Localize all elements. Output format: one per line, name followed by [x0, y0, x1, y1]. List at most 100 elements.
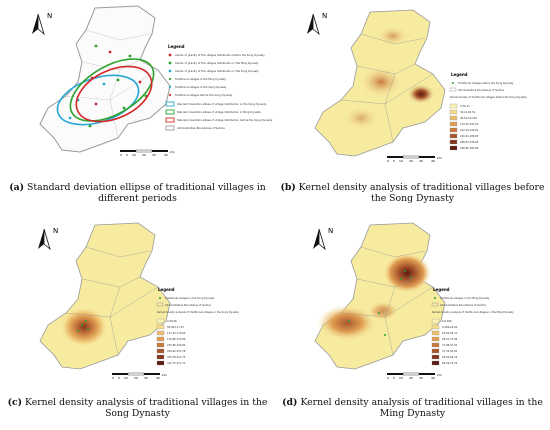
svg-text:km: km: [170, 150, 175, 154]
svg-text:Legend: Legend: [158, 287, 175, 292]
svg-text:Administrative Boundaries of S: Administrative Boundaries of Suzhou: [440, 303, 487, 307]
svg-text:20: 20: [409, 376, 413, 380]
svg-text:0-36.14: 0-36.14: [460, 104, 470, 108]
svg-text:40: 40: [164, 153, 168, 157]
svg-text:47.35-56.82: 47.35-56.82: [442, 349, 458, 353]
svg-text:Standard deviation ellipse of: Standard deviation ellipse of village di…: [177, 118, 273, 122]
caption-a: (a) Standard deviation ellipse of tradit…: [9, 182, 266, 204]
svg-text:117.93-176.89: 117.93-176.89: [167, 331, 186, 335]
legend-c: Legend Traditional villages in the Song …: [156, 287, 240, 366]
svg-text:Kernel density analysis of tra: Kernel density analysis of traditional v…: [157, 310, 240, 314]
svg-text:km: km: [162, 373, 167, 377]
svg-text:Center of gravity of the villa: Center of gravity of the villages distri…: [175, 53, 265, 57]
svg-text:N: N: [328, 227, 333, 235]
svg-text:144.56-192.59: 144.56-192.59: [460, 122, 479, 126]
svg-text:5: 5: [126, 153, 128, 157]
scale-bar: 0 5 10 20 30 40 km: [120, 149, 175, 157]
svg-text:37.88-47.35: 37.88-47.35: [442, 343, 458, 347]
legend-d: Legend Traditional villages in the Ming …: [431, 287, 514, 366]
svg-text:66.29-75.76: 66.29-75.76: [442, 361, 458, 365]
svg-text:Center of gravity of the villa: Center of gravity of the villages distri…: [175, 61, 259, 65]
svg-text:Legend: Legend: [433, 287, 450, 292]
svg-text:40: 40: [431, 159, 435, 163]
svg-text:10: 10: [132, 153, 136, 157]
svg-text:192.59-240.61: 192.59-240.61: [460, 128, 479, 132]
svg-text:336.66-384.68: 336.66-384.68: [460, 146, 479, 150]
svg-text:km: km: [437, 156, 442, 160]
svg-text:0: 0: [112, 376, 114, 380]
svg-text:28.41-37.88: 28.41-37.88: [442, 337, 458, 341]
svg-text:Traditional villages in the So: Traditional villages in the Song Dynasty: [165, 296, 215, 300]
caption-c: (c) Kernel density analysis of tradition…: [7, 397, 268, 419]
svg-text:20: 20: [134, 376, 138, 380]
svg-text:Administrative Boundaries of S: Administrative Boundaries of Suzhou: [165, 303, 212, 307]
svg-text:294.82-353.78: 294.82-353.78: [167, 349, 186, 353]
legend-a: Legend Center of gravity of the villages…: [165, 44, 273, 131]
svg-text:0-9.469: 0-9.469: [442, 319, 452, 323]
north-arrow: N: [38, 227, 58, 251]
svg-text:5: 5: [393, 376, 395, 380]
panel-c: N Legend Traditional villages in the Son…: [0, 215, 275, 430]
svg-text:30: 30: [152, 153, 156, 157]
svg-text:Administrative Boundaries of S: Administrative Boundaries of Suzhou: [458, 88, 505, 92]
svg-text:0: 0: [120, 153, 122, 157]
density-hotspot: [359, 66, 403, 98]
scale-bar: 0 5 10 20 30 40 km: [387, 372, 442, 380]
legend-b: Legend Traditional villages before the S…: [449, 72, 527, 151]
suzhou-outline: [314, 222, 446, 370]
north-label: N: [47, 12, 52, 20]
svg-text:353.78-412.75: 353.78-412.75: [167, 355, 186, 359]
svg-text:30: 30: [144, 376, 148, 380]
svg-text:36.14-96.54: 36.14-96.54: [460, 110, 476, 114]
density-hotspot: [407, 84, 435, 104]
svg-text:Legend: Legend: [451, 72, 468, 77]
village-points: [77, 320, 89, 332]
density-hotspot: [317, 305, 377, 341]
panel-d: N Legend Traditional villages in the Min…: [275, 215, 550, 430]
suzhou-outline: [39, 5, 171, 153]
svg-text:40: 40: [431, 376, 435, 380]
village-points: [348, 270, 412, 336]
svg-text:96.54-144.56: 96.54-144.56: [460, 116, 477, 120]
map-c: N Legend Traditional villages in the Son…: [38, 222, 240, 380]
svg-text:Center of gravity of the villa: Center of gravity of the villages distri…: [175, 69, 259, 73]
ellipse-before: [75, 65, 153, 123]
svg-text:5: 5: [393, 159, 395, 163]
svg-text:40: 40: [156, 376, 160, 380]
density-hotspot: [383, 253, 431, 293]
svg-text:Traditional villages before th: Traditional villages before the Song Dyn…: [458, 81, 514, 85]
svg-text:10: 10: [399, 159, 403, 163]
svg-text:56.82-66.29: 56.82-66.29: [442, 355, 458, 359]
caption-d: (d) Kernel density analysis of tradition…: [282, 397, 543, 419]
density-hotspot: [343, 106, 379, 130]
svg-text:10: 10: [124, 376, 128, 380]
svg-text:5: 5: [118, 376, 120, 380]
svg-text:N: N: [322, 12, 327, 20]
svg-text:Kernel density of traditional: Kernel density of traditional villages b…: [450, 95, 527, 99]
scale-bar: 0 5 10 20 30 40 km: [387, 155, 442, 163]
panel-a: N Legend: [0, 0, 275, 215]
density-hotspot: [377, 26, 409, 46]
north-arrow: N: [313, 227, 333, 251]
scale-bar: 0 5 10 20 30 40 km: [112, 372, 167, 380]
svg-text:30: 30: [419, 159, 423, 163]
svg-text:20: 20: [409, 159, 413, 163]
svg-text:288.63-336.66: 288.63-336.66: [460, 140, 479, 144]
svg-text:Administrative Boundaries of S: Administrative Boundaries of Suzhou: [177, 126, 225, 130]
svg-text:58.96-117.93: 58.96-117.93: [167, 325, 184, 329]
svg-text:Legend: Legend: [168, 44, 185, 49]
svg-text:9.469-18.94: 9.469-18.94: [442, 325, 458, 329]
svg-text:N: N: [53, 227, 58, 235]
map-d: N Legend Traditional villages in the Min…: [313, 222, 514, 380]
svg-text:0: 0: [387, 376, 389, 380]
svg-text:0: 0: [387, 159, 389, 163]
north-arrow: N: [32, 12, 52, 36]
map-a: N Legend: [32, 5, 273, 157]
svg-text:Standard deviation ellipse of: Standard deviation ellipse of village di…: [177, 110, 261, 114]
svg-text:Standard deviation ellipse of: Standard deviation ellipse of village di…: [177, 102, 267, 106]
svg-text:10: 10: [399, 376, 403, 380]
district-boundaries: [340, 33, 434, 143]
svg-text:Traditional villages in the Mi: Traditional villages in the Ming Dynasty: [440, 296, 490, 300]
svg-text:Kernel density analysis of tra: Kernel density analysis of traditional v…: [432, 310, 514, 314]
svg-text:30: 30: [419, 376, 423, 380]
